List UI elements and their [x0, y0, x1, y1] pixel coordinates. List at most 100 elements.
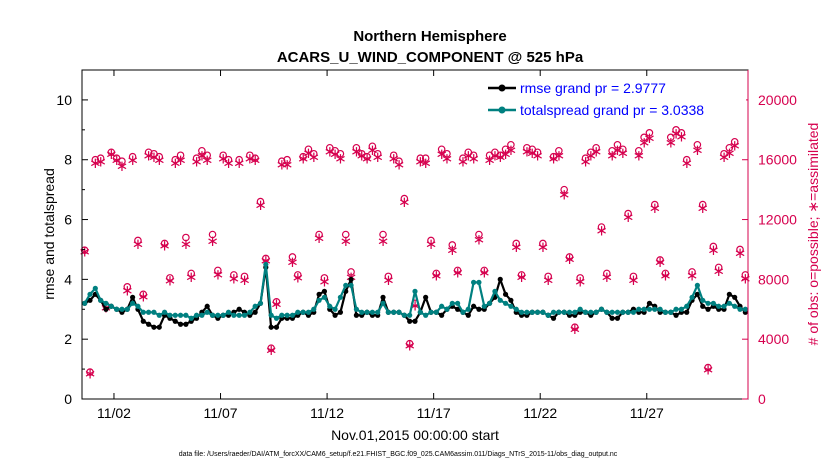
obs-possible-point	[155, 152, 164, 161]
rmse-point	[705, 306, 711, 312]
rmse-point	[455, 306, 461, 312]
obs-possible-point	[501, 145, 510, 154]
totalspread-point	[348, 282, 354, 288]
totalspread-point	[449, 300, 455, 306]
totalspread-point	[742, 306, 748, 312]
rmse-point	[172, 318, 178, 324]
totalspread-point	[465, 306, 471, 312]
totalspread-point	[87, 291, 93, 297]
y-axis-right-label: # of obs: o=possible; ∗=assimilated	[805, 123, 821, 346]
obs-possible-point	[91, 155, 100, 164]
obs-possible-point	[341, 230, 350, 239]
obs-possible-point	[240, 272, 249, 281]
totalspread-point	[263, 261, 269, 268]
obs-assimilated-point: ∗	[116, 157, 129, 175]
obs-assimilated-point: ∗	[403, 337, 416, 355]
legend-spread-marker	[498, 106, 506, 114]
obs-possible-point	[208, 230, 217, 239]
totalspread-point	[311, 306, 317, 312]
totalspread-point	[518, 309, 525, 315]
totalspread-point	[668, 309, 674, 315]
totalspread-point	[268, 312, 274, 318]
rmse-point	[684, 309, 690, 315]
obs-assimilated-point: ∗	[515, 268, 528, 286]
totalspread-point	[481, 303, 487, 309]
totalspread-point	[188, 315, 194, 321]
obs-possible-point	[565, 253, 574, 261]
totalspread-point	[375, 309, 381, 315]
obs-possible-point	[230, 271, 238, 279]
obs-possible-point	[352, 143, 361, 152]
totalspread-point	[252, 303, 258, 309]
totalspread-point	[199, 312, 205, 318]
obs-possible-point	[198, 146, 206, 155]
totalspread-point	[225, 309, 232, 315]
obs-possible-point	[618, 145, 627, 154]
totalspread-point	[183, 312, 189, 318]
obs-assimilated-point: ∗	[659, 266, 672, 284]
obs-possible-point	[725, 143, 734, 152]
obs-possible-point	[256, 197, 265, 206]
y-tick-label-right: 4000	[758, 331, 789, 347]
obs-assimilated-point: ∗	[174, 151, 187, 169]
totalspread-point	[588, 309, 594, 315]
obs-assimilated-point: ∗	[371, 148, 384, 166]
totalspread-point	[321, 294, 328, 300]
obs-assimilated-point: ∗	[696, 199, 709, 217]
totalspread-point	[241, 312, 248, 318]
obs-possible-point	[293, 271, 302, 279]
series-lines	[82, 261, 748, 330]
obs-possible-point	[592, 143, 600, 152]
obs-assimilated-point: ∗	[648, 199, 661, 217]
totalspread-point	[636, 306, 642, 312]
obs-assimilated-point: ∗	[526, 144, 539, 162]
y-tick-label-right: 16000	[758, 152, 797, 168]
obs-possible-point	[171, 155, 180, 164]
totalspread-point	[721, 303, 727, 309]
obs-assimilated-point: ∗	[297, 150, 310, 168]
obs-assimilated-point: ∗	[318, 272, 331, 290]
obs-assimilated-point: ∗	[590, 142, 603, 160]
obs-possible-point	[560, 185, 568, 194]
totalspread-point	[604, 309, 610, 315]
y-tick-label-right: 0	[758, 391, 766, 407]
obs-assimilated-point: ∗	[467, 150, 480, 168]
obs-assimilated-point: ∗	[244, 150, 257, 168]
obs-assimilated-point: ∗	[196, 147, 209, 165]
obs-assimilated-point: ∗	[206, 232, 219, 250]
rmse-point	[614, 315, 621, 321]
rmse-point	[332, 312, 338, 318]
x-tick-label: 11/07	[204, 405, 238, 421]
obs-assimilated-point: ∗	[350, 142, 363, 160]
totalspread-point	[508, 303, 514, 309]
obs-assimilated-point: ∗	[680, 154, 693, 172]
legend-rmse-label: rmse grand pr = 2.9777	[520, 80, 666, 96]
obs-assimilated-point: ∗	[419, 154, 432, 172]
rmse-point	[151, 324, 157, 330]
totalspread-point	[471, 279, 477, 285]
obs-assimilated-point: ∗	[126, 151, 139, 169]
totalspread-point	[391, 309, 397, 315]
obs-possible-point	[368, 142, 377, 151]
obs-assimilated-point: ∗	[84, 364, 97, 382]
rmse-point	[726, 291, 732, 297]
obs-assimilated-point: ∗	[686, 266, 699, 284]
totalspread-point	[172, 312, 178, 318]
totalspread-point	[513, 306, 519, 312]
obs-possible-point	[720, 149, 728, 158]
totalspread-point	[428, 309, 434, 315]
y-tick-label-left: 8	[64, 152, 72, 168]
totalspread-point	[193, 312, 200, 318]
totalspread-point	[417, 309, 423, 315]
obs-assimilated-point: ∗	[670, 124, 683, 142]
obs-assimilated-point: ∗	[238, 271, 251, 289]
obs-possible-point	[144, 148, 153, 157]
obs-possible-point	[555, 146, 563, 155]
totalspread-point	[343, 282, 349, 288]
obs-possible-point	[507, 140, 515, 149]
obs-possible-point	[128, 152, 137, 161]
rmse-point	[236, 306, 242, 312]
obs-assimilated-point: ∗	[180, 235, 193, 253]
obs-possible-point	[475, 230, 483, 239]
obs-possible-point	[608, 146, 616, 155]
